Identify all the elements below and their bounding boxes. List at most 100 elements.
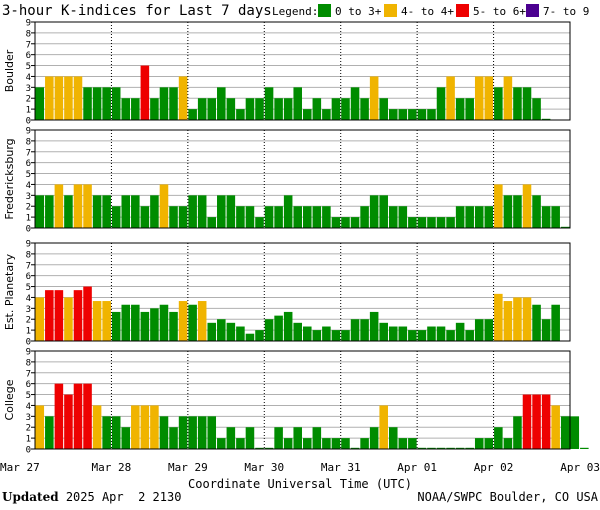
k-index-bar: [274, 206, 283, 228]
k-index-bar: [169, 87, 178, 120]
k-index-bar: [551, 405, 560, 449]
k-index-bar: [408, 109, 417, 120]
k-index-bar: [264, 206, 274, 228]
k-index-bar: [312, 206, 322, 228]
y-tick-label: 1: [26, 214, 31, 224]
k-index-bar: [45, 76, 54, 120]
y-tick-label: 0: [26, 338, 31, 348]
x-tick-label: Mar 30: [244, 461, 284, 474]
panel-frame: [34, 21, 571, 121]
k-index-bar: [64, 76, 73, 120]
legend-label: Legend:: [272, 5, 318, 18]
legend-swatch: [318, 4, 331, 17]
y-tick-label: 9: [26, 348, 31, 358]
k-index-bar: [465, 330, 474, 341]
k-index-bar: [83, 286, 92, 341]
y-tick-label: 4: [26, 294, 31, 304]
k-index-bar: [417, 330, 427, 341]
y-tick-label: 8: [26, 29, 31, 39]
k-index-bar: [217, 87, 226, 120]
k-index-bar: [83, 184, 92, 228]
updated-value: 2025 Apr 2 2130: [58, 490, 182, 504]
y-tick-label: 6: [26, 51, 31, 61]
y-tick-label: 1: [26, 106, 31, 116]
k-index-bar: [303, 109, 312, 120]
k-index-bar: [245, 333, 255, 341]
k-index-bar: [121, 304, 131, 341]
legend-entry: 5- to 6+: [473, 5, 526, 18]
k-index-bar: [255, 330, 264, 341]
k-index-bar: [465, 447, 474, 449]
x-tick-label: Mar 27: [0, 461, 40, 474]
k-index-bar: [64, 394, 73, 449]
k-index-bar: [322, 326, 331, 341]
k-index-bar: [64, 297, 73, 341]
x-tick-label: Apr 03: [560, 461, 600, 474]
k-index-bar: [150, 308, 159, 341]
k-index-bar: [513, 416, 522, 449]
y-tick-label: 4: [26, 73, 31, 83]
k-index-bar: [207, 322, 217, 341]
k-index-bar: [264, 319, 274, 341]
chart-title: 3-hour K-indices for Last 7 days: [2, 3, 272, 19]
k-index-bar: [207, 98, 217, 120]
k-index-bar: [217, 319, 226, 341]
k-index-bar: [73, 290, 83, 341]
y-tick-label: 8: [26, 358, 31, 368]
x-tick-label: Mar 28: [92, 461, 132, 474]
k-index-bar: [436, 326, 446, 341]
k-index-bar: [341, 98, 350, 120]
k-index-bar: [159, 304, 169, 341]
k-index-bar: [178, 416, 188, 449]
k-index-bar: [455, 322, 465, 341]
k-index-bar: [226, 195, 236, 228]
k-index-bar: [350, 217, 360, 228]
y-tick-label: 4: [26, 181, 31, 191]
k-index-bar: [436, 447, 446, 449]
y-tick-label: 2: [26, 203, 31, 213]
k-index-bar: [121, 427, 131, 449]
k-index-bar: [236, 326, 245, 341]
k-index-bar: [236, 438, 245, 449]
k-index-bar: [83, 87, 92, 120]
k-index-bar: [226, 98, 236, 120]
k-index-bar: [532, 98, 541, 120]
k-index-bar: [150, 98, 159, 120]
k-index-bar: [35, 405, 45, 449]
legend-swatch: [456, 4, 469, 17]
k-index-bar: [446, 330, 455, 341]
legend-swatch: [526, 4, 539, 17]
credit-text: NOAA/SWPC Boulder, CO USA: [417, 490, 598, 504]
k-index-bar: [379, 98, 388, 120]
k-index-bar: [274, 315, 283, 341]
k-index-bar: [255, 447, 264, 449]
y-tick-label: 9: [26, 127, 31, 137]
k-index-bar: [341, 438, 350, 449]
k-index-bar: [236, 109, 245, 120]
k-index-bar: [111, 87, 121, 120]
k-index-bar: [455, 98, 465, 120]
k-index-bar: [111, 416, 121, 449]
x-tick-label: Mar 29: [168, 461, 208, 474]
k-index-bar: [331, 438, 341, 449]
k-index-bar: [131, 195, 140, 228]
k-index-bar: [522, 394, 532, 449]
k-index-bar: [532, 394, 541, 449]
k-index-bar: [388, 109, 398, 120]
k-index-bar: [283, 311, 293, 341]
y-tick-label: 7: [26, 40, 31, 50]
k-index-chart: 3-hour K-indices for Last 7 days Legend:…: [0, 3, 600, 490]
k-index-bar: [541, 118, 551, 120]
k-index-bar: [159, 87, 169, 120]
k-index-bar: [551, 304, 560, 341]
k-index-bar: [522, 87, 532, 120]
k-index-bar: [188, 195, 197, 228]
k-index-bar: [532, 195, 541, 228]
k-index-bar: [513, 297, 522, 341]
panel-frame: [34, 350, 571, 450]
k-index-bar: [178, 76, 188, 120]
panel-label: College: [3, 379, 16, 420]
k-index-bar: [541, 206, 551, 228]
k-index-bar: [398, 438, 408, 449]
k-index-bar: [408, 438, 417, 449]
